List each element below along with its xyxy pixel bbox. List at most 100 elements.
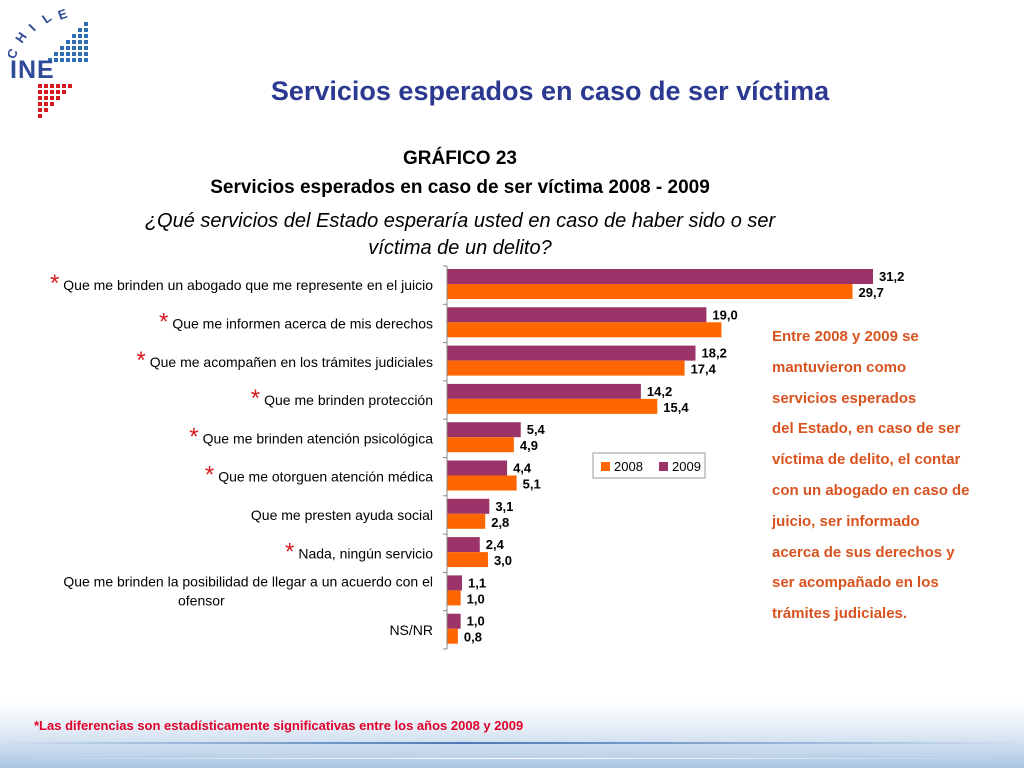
logo-dot <box>44 102 48 106</box>
legend-swatch <box>659 462 668 471</box>
category-label: ofensor <box>178 593 225 609</box>
logo-dot <box>66 46 70 50</box>
significance-marker: * <box>159 308 168 335</box>
significance-marker: * <box>285 538 294 565</box>
bar-2008 <box>447 284 853 299</box>
logo-dot <box>68 84 72 88</box>
logo-dot <box>38 90 42 94</box>
logo-dot <box>38 108 42 112</box>
bar-2009 <box>447 269 873 284</box>
value-label-2008: 0,8 <box>464 630 482 645</box>
logo-dot <box>66 58 70 62</box>
logo-dot <box>44 96 48 100</box>
value-label-2009: 3,1 <box>495 499 513 514</box>
note-line: Entre 2008 y 2009 se <box>772 328 919 345</box>
bar-2009 <box>447 422 521 438</box>
logo-letter: E <box>56 8 70 23</box>
value-label-2008: 15,4 <box>663 400 689 415</box>
logo-dot <box>44 108 48 112</box>
legend: 2008 2009 <box>592 452 706 479</box>
chart-question-line: víctima de un delito? <box>368 237 552 259</box>
logo-dot <box>54 52 58 56</box>
value-label-2009: 5,4 <box>527 422 546 437</box>
category-label: Que me brinden protección <box>264 392 433 408</box>
logo-dot <box>78 58 82 62</box>
value-label-2008: 5,1 <box>523 477 541 492</box>
logo-dot <box>72 34 76 38</box>
bar-2009 <box>447 613 461 629</box>
logo-dot <box>44 84 48 88</box>
note-line: servicios esperados <box>772 389 917 407</box>
value-label-2009: 31,2 <box>879 269 904 284</box>
category-label: NS/NR <box>389 622 433 638</box>
logo-dot <box>38 114 42 118</box>
note-line: del Estado, en caso de ser <box>772 420 961 438</box>
logo-dot <box>84 40 88 44</box>
note-box: Entre 2008 y 2009 se mantuvieron como se… <box>772 322 1016 630</box>
value-label-2009: 14,2 <box>647 384 672 399</box>
logo-dot <box>72 40 76 44</box>
bar-2009 <box>447 307 707 323</box>
chart-number: GRÁFICO 23 <box>402 148 518 169</box>
logo-dot <box>38 84 42 88</box>
bar-2008 <box>447 398 658 414</box>
value-label-2008: 2,8 <box>491 515 509 530</box>
note-line: acerca de sus derechos y <box>772 543 955 561</box>
logo-dot <box>56 96 60 100</box>
chart-question: ¿Qué servicios del Estado esperaría uste… <box>60 208 860 262</box>
chart-question-line: ¿Qué servicios del Estado esperaría uste… <box>144 210 776 232</box>
bar-2008 <box>447 590 461 606</box>
significance-marker: * <box>189 423 198 450</box>
significance-marker: * <box>136 347 145 374</box>
logo-dot <box>84 22 88 26</box>
logo-dot <box>54 58 58 62</box>
value-label-2009: 1,0 <box>467 614 485 629</box>
value-label-2009: 19,0 <box>712 307 737 322</box>
category-label: Que me acompañen en los trámites judicia… <box>150 354 433 370</box>
value-label-2009: 18,2 <box>702 346 727 361</box>
logo-dot <box>48 58 52 62</box>
logo-dot <box>72 52 76 56</box>
footer-line <box>0 758 1024 759</box>
note-line: ser acompañado en los <box>772 574 939 592</box>
bar-2009 <box>447 575 463 591</box>
logo-dot <box>84 34 88 38</box>
legend-label: 2008 <box>614 459 643 474</box>
category-label: Que me otorguen atención médica <box>218 469 433 485</box>
value-label-2008: 29,7 <box>859 285 884 300</box>
bar-2008 <box>447 322 722 338</box>
significance-marker: * <box>251 385 260 412</box>
logo-dot <box>78 40 82 44</box>
significance-marker: * <box>50 270 59 297</box>
logo-dot <box>66 52 70 56</box>
logo-dot <box>60 52 64 56</box>
logo-dot <box>72 58 76 62</box>
bar-2008 <box>447 437 514 453</box>
note-line: trámites judiciales. <box>772 605 908 623</box>
logo-dot <box>62 84 66 88</box>
logo-dot <box>60 58 64 62</box>
value-label-2008: 1,0 <box>467 591 485 606</box>
bar-2009 <box>447 537 480 553</box>
logo-dot <box>62 90 66 94</box>
logo-dot <box>84 46 88 50</box>
slide-title: Servicios esperados en caso de ser vícti… <box>270 76 830 106</box>
note-line: juicio, ser informado <box>772 512 920 530</box>
logo-dot <box>84 28 88 32</box>
value-label-2009: 1,1 <box>468 575 486 590</box>
logo-dot <box>72 46 76 50</box>
logo-dot <box>38 96 42 100</box>
logo-dot <box>44 90 48 94</box>
logo-dot <box>50 84 54 88</box>
logo-word: INE <box>10 56 55 84</box>
legend-swatch <box>601 462 610 471</box>
value-label-2008: 4,9 <box>520 438 538 453</box>
category-label: Nada, ningún servicio <box>298 545 433 561</box>
logo-dot <box>78 28 82 32</box>
logo-dot <box>78 46 82 50</box>
logo-dot <box>50 102 54 106</box>
logo-dot <box>50 96 54 100</box>
bar-2009 <box>447 383 641 399</box>
value-label-2008: 17,4 <box>691 362 717 377</box>
footnote: *Las diferencias son estadísticamente si… <box>34 718 524 733</box>
